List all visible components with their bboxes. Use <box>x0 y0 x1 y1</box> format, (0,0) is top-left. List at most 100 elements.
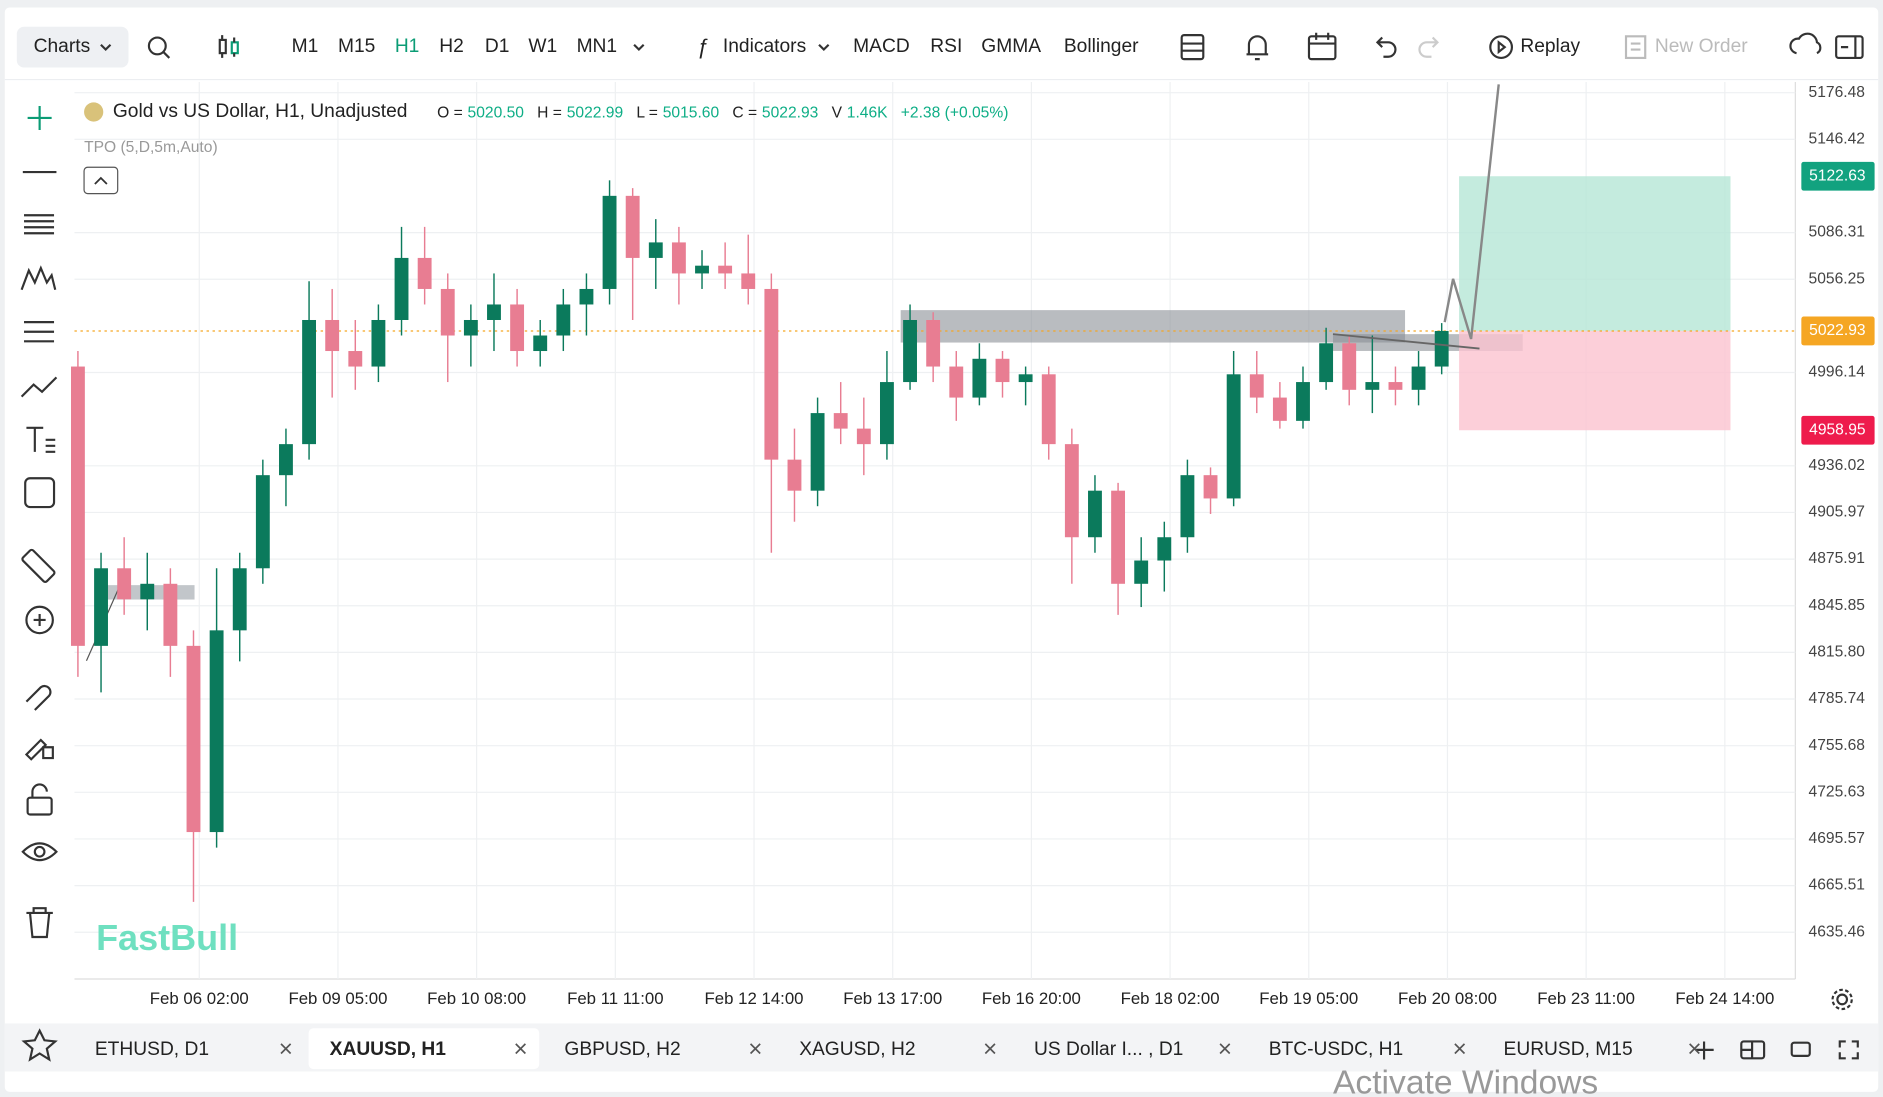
layout-icons[interactable] <box>1695 1040 1859 1060</box>
candle-body <box>394 257 409 320</box>
ohlc-value: 5020.50 <box>468 104 525 121</box>
candle-body <box>1388 382 1403 390</box>
indicators-icon: ƒ <box>697 34 709 59</box>
candle-body <box>695 265 709 274</box>
os-activation-watermark: Activate Windows <box>1333 1065 1598 1097</box>
timeframe-button[interactable]: MN1 <box>577 36 618 57</box>
price-label-box <box>1801 316 1875 346</box>
tab-close[interactable] <box>1689 1043 1700 1055</box>
replay-icon[interactable] <box>1489 35 1514 60</box>
candle-body <box>995 358 1010 383</box>
chart-type-icon[interactable] <box>218 35 239 58</box>
candle-body <box>117 568 132 600</box>
indicator-shortcut[interactable]: RSI <box>930 36 962 57</box>
x-tick-label: Feb 06 02:00 <box>150 989 249 1008</box>
timeframe-button[interactable]: H1 <box>395 36 420 57</box>
replay-button[interactable]: Replay <box>1520 36 1580 57</box>
candle-body <box>1203 475 1218 499</box>
cloud-icon[interactable] <box>1789 32 1822 55</box>
candle-body <box>810 413 825 491</box>
timeframe-button[interactable]: M1 <box>292 36 319 57</box>
candle-body <box>1180 475 1195 538</box>
tab-label[interactable]: EURUSD, M15 <box>1504 1039 1633 1060</box>
y-tick-label: 5086.31 <box>1809 224 1865 241</box>
ohlc-label: O = <box>437 104 463 121</box>
indicator-shortcut[interactable]: GMMA <box>981 36 1041 57</box>
timeframe-button[interactable]: W1 <box>528 36 557 57</box>
tab-close[interactable] <box>280 1043 292 1055</box>
tab-close[interactable] <box>749 1043 761 1055</box>
charts-button[interactable] <box>16 26 129 68</box>
y-tick-label: 4905.97 <box>1809 504 1865 521</box>
candle-body <box>417 257 432 289</box>
candle-body <box>926 319 941 367</box>
template-icon[interactable] <box>1180 34 1205 61</box>
tab-label[interactable]: XAGUSD, H2 <box>799 1039 915 1060</box>
timeframe-more[interactable] <box>633 43 645 52</box>
alert-icon[interactable] <box>1246 35 1269 61</box>
search-icon[interactable] <box>147 36 171 59</box>
candle-body <box>209 630 224 833</box>
candle-body <box>741 273 756 289</box>
x-tick-label: Feb 10 08:00 <box>427 989 526 1008</box>
ohlc-value: 1.46K <box>847 104 888 121</box>
timeframe-button[interactable]: D1 <box>485 36 510 57</box>
active-tab <box>308 1028 540 1070</box>
charts-label[interactable]: Charts <box>34 36 91 57</box>
candle-body <box>879 382 894 445</box>
tab-close[interactable] <box>984 1043 996 1055</box>
candle-body <box>1365 382 1380 390</box>
app-frame <box>4 7 1879 1092</box>
candle-body <box>163 583 178 646</box>
settings-icon[interactable] <box>1831 988 1853 1011</box>
left-tools[interactable] <box>20 105 58 939</box>
candle-body <box>510 304 525 352</box>
candle-body <box>232 568 247 631</box>
new-order-icon <box>1624 35 1647 60</box>
tab-close[interactable] <box>1454 1043 1466 1055</box>
indicator-shortcut[interactable]: MACD <box>853 36 910 57</box>
candle-body <box>833 413 848 429</box>
candle-body <box>1064 444 1079 538</box>
timeframe-button[interactable]: H2 <box>439 36 464 57</box>
tab-label[interactable]: BTC-USDC, H1 <box>1269 1039 1403 1060</box>
indicator-shortcut[interactable]: Bollinger <box>1064 36 1139 57</box>
panel-icon[interactable] <box>1835 35 1864 60</box>
candle-body <box>279 444 293 476</box>
candle-body <box>903 319 917 383</box>
tab-label[interactable]: US Dollar I... , D1 <box>1034 1039 1183 1060</box>
candle-body <box>556 304 571 336</box>
candle-body <box>579 288 594 305</box>
y-tick-label: 4875.91 <box>1809 550 1865 567</box>
candle-body <box>764 288 779 460</box>
calendar-icon[interactable] <box>1307 32 1337 61</box>
tab-label[interactable]: XAUUSD, H1 <box>330 1039 447 1060</box>
x-tick-label: Feb 23 11:00 <box>1537 989 1635 1008</box>
redo-icon[interactable] <box>1418 36 1439 58</box>
tab-label[interactable]: GBPUSD, H2 <box>564 1039 680 1060</box>
chart-title: Gold vs US Dollar, H1, Unadjusted <box>113 101 408 122</box>
undo-icon[interactable] <box>1375 36 1397 58</box>
tab-close[interactable] <box>1219 1043 1231 1055</box>
y-tick-label: 4635.46 <box>1809 923 1865 940</box>
x-tick-label: Feb 09 05:00 <box>288 989 387 1008</box>
ohlc-value: 5015.60 <box>663 104 720 121</box>
collapse-button[interactable] <box>83 166 119 195</box>
tab-close[interactable] <box>515 1043 526 1055</box>
profit-zone <box>1459 176 1731 331</box>
candle-body <box>1434 330 1449 367</box>
candle-body <box>1249 374 1264 398</box>
timeframe-button[interactable]: M15 <box>338 36 375 57</box>
candle-body <box>186 645 201 833</box>
price-label-box <box>1801 161 1875 191</box>
tab-label[interactable]: ETHUSD, D1 <box>95 1039 209 1060</box>
indicators-button[interactable]: Indicators <box>723 36 806 57</box>
candle-body <box>972 358 987 398</box>
candle-body <box>718 265 733 274</box>
candle-body <box>533 335 548 352</box>
candle-body <box>487 304 501 320</box>
favorites-icon[interactable] <box>21 1028 58 1062</box>
new-order-button[interactable]: New Order <box>1655 36 1748 57</box>
candle-body <box>1041 374 1056 445</box>
